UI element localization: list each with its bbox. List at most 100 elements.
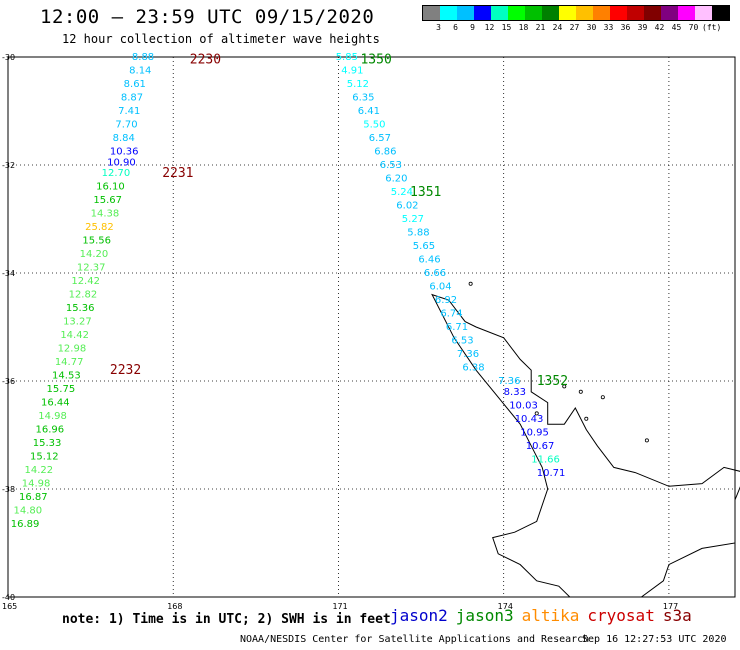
wave-height-label: 5.88 [407,228,429,239]
pass-time-label: 2232 [110,363,141,378]
wave-height-label: 16.87 [19,492,48,503]
color-scale-label: 36 [620,23,631,32]
wave-height-label: 6.20 [385,174,407,185]
wave-height-label: 6.86 [374,147,396,158]
wave-height-label: 25.82 [85,222,114,233]
wave-height-label: 15.36 [66,303,95,314]
wave-height-label: 6.35 [352,93,374,104]
island [562,384,567,389]
lat-label: -34 [2,269,15,278]
island [600,395,605,400]
color-scale-label: 24 [552,23,563,32]
satellite-legend-item: jason2 [390,606,448,625]
color-scale-swatches [422,5,730,21]
pass-time-label: 2231 [162,166,193,181]
wave-height-label: 15.56 [82,236,111,247]
wave-height-label: 6.02 [396,201,418,212]
lat-label: -32 [2,161,15,170]
wave-height-label: 10.90 [107,157,136,168]
lon-label: 168 [167,602,182,611]
pass-time-label: 1352 [537,374,568,389]
wave-height-label: 6.53 [380,160,402,171]
color-swatch [525,6,542,20]
satellite-legend: jason2 jason3 altika cryosat s3a [390,606,700,625]
wave-height-label: 14.42 [60,330,89,341]
lat-label: -30 [2,53,15,62]
color-scale-labels: 3 6 9 12 15 18 21 24 27 30 33 36 39 42 45 70 (ft) [430,23,730,32]
wave-height-label: 10.03 [509,400,538,411]
wave-height-label: 16.44 [41,398,70,409]
color-swatch [627,6,644,20]
pass-time-label: 1351 [410,185,441,200]
lat-label: -38 [2,485,15,494]
wave-height-label: 10.67 [526,441,555,452]
color-scale-label: 21 [535,23,546,32]
color-scale-label: 30 [586,23,597,32]
lat-label: -36 [2,377,15,386]
wave-height-label: 10.36 [110,147,139,158]
color-swatch [423,6,440,20]
wave-height-label: 15.33 [33,438,62,449]
wave-height-label: 14.98 [22,479,51,490]
wave-height-label: 5.50 [363,120,385,131]
credit-line: NOAA/NESDIS Center for Satellite Applica… [240,634,590,645]
wave-height-label: 6.71 [446,322,468,333]
color-scale-label: 39 [637,23,648,32]
island [468,281,473,286]
lon-label: 171 [332,602,347,611]
color-scale-legend: 3 6 9 12 15 18 21 24 27 30 33 36 39 42 45 70 (ft) [422,5,730,32]
lon-label: 177 [663,602,678,611]
color-swatch [678,6,695,20]
color-scale-label: 9 [470,23,475,32]
wave-height-label: 8.14 [129,66,151,77]
wave-height-label: 7.36 [498,376,520,387]
island [584,416,589,421]
wave-height-label: 13.27 [63,317,92,328]
wave-height-label: 8.33 [504,387,526,398]
wave-height-label: 6.53 [451,336,473,347]
satellite-legend-item: s3a [662,606,692,625]
island [644,438,649,443]
wave-height-label: 6.92 [435,295,457,306]
color-swatch [610,6,627,20]
page-title: 12:00 – 23:59 UTC 09/15/2020 [40,6,375,28]
wave-height-label: 8.88 [132,52,154,63]
wave-height-label: 5.65 [413,241,435,252]
lat-label: -40 [2,593,15,602]
wave-height-label: 8.87 [121,93,143,104]
wave-height-label: 14.20 [80,249,109,260]
lon-label: 174 [498,602,513,611]
wave-height-label: 10.43 [515,414,544,425]
color-swatch [644,6,661,20]
wave-height-label: 10.95 [520,427,549,438]
wave-height-label: 16.96 [36,425,65,436]
wave-height-label: 12.70 [102,168,131,179]
satellite-legend-item: altika [521,606,580,625]
color-swatch [508,6,525,20]
color-scale-label: (ft) [702,23,722,32]
color-swatch [559,6,576,20]
wave-height-label: 14.98 [38,411,67,422]
wave-height-label: 12.42 [71,276,100,287]
wave-height-label: 14.53 [52,371,81,382]
color-swatch [695,6,712,20]
satellite-legend-item: cryosat [587,606,655,625]
pass-time-label: 1350 [360,53,391,68]
wave-height-label: 7.41 [118,106,140,117]
generation-timestamp: Sep 16 12:27:53 UTC 2020 [582,634,727,645]
wave-height-label: 14.80 [14,506,43,517]
wave-height-label: 11.66 [531,454,560,465]
wave-height-label: 6.66 [424,268,446,279]
wave-height-label: 7.70 [115,120,137,131]
color-scale-label: 27 [569,23,580,32]
color-swatch [576,6,593,20]
wave-height-label: 5.85 [336,52,358,63]
map-frame [7,56,736,598]
wave-height-label: 10.71 [537,468,566,479]
color-scale-label: 12 [484,23,495,32]
wave-height-label: 16.89 [11,519,40,530]
wave-height-label: 14.77 [55,357,84,368]
lon-label: 165 [2,602,17,611]
wave-height-label: 15.12 [30,452,59,463]
